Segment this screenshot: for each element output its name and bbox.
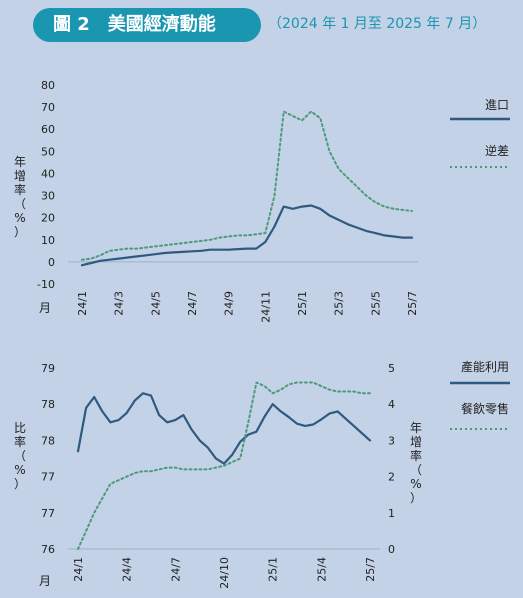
chart2-right-ytick-label: 1 xyxy=(388,507,395,520)
chart1-series-line xyxy=(81,110,413,261)
chart1-legend-label: 進口 xyxy=(485,98,509,112)
chart1-ytick-label: 10 xyxy=(41,234,55,247)
chart1-xtick-label: 24/9 xyxy=(223,291,236,316)
chart2-legend-label: 產能利用 xyxy=(461,359,509,374)
chart2-right-ytick-label: 0 xyxy=(388,543,395,556)
chart2-right-ytick-label: 4 xyxy=(388,398,395,411)
chart1-ytick-label: 0 xyxy=(48,256,55,269)
chart1-ytick-label: -10 xyxy=(37,278,55,291)
chart2-xtick-label: 25/4 xyxy=(315,557,328,582)
chart2-xtick-label: 25/7 xyxy=(364,557,377,582)
chart1-xaxis-label: 月 xyxy=(39,301,51,315)
chart2-left-ytick-label: 77 xyxy=(41,471,55,484)
chart2-right-ytick-label: 5 xyxy=(388,362,395,375)
chart2-left-ytick-label: 78 xyxy=(41,398,55,411)
chart1-legend-label: 逆差 xyxy=(485,143,509,158)
chart2-xtick-label: 24/4 xyxy=(121,557,134,582)
chart1-ytick-label: 70 xyxy=(41,101,55,114)
chart2-xtick-label: 25/1 xyxy=(267,557,280,582)
chart1-ytick-label: 20 xyxy=(41,212,55,225)
chart1-ytick-label: 60 xyxy=(41,123,55,136)
chart1-xtick-label: 25/5 xyxy=(369,291,382,316)
chart2-left-ytick-label: 79 xyxy=(41,362,55,375)
chart2-left-ytick-label: 77 xyxy=(41,507,55,520)
chart2-right-ytick-label: 3 xyxy=(388,434,395,447)
chart2-series-line xyxy=(76,392,372,465)
chart2-left-ytick-label: 78 xyxy=(41,434,55,447)
chart2-xaxis-label: 月 xyxy=(39,574,51,588)
chart1-xtick-label: 24/7 xyxy=(186,291,199,316)
chart2-xtick-label: 24/1 xyxy=(72,557,85,582)
chart1-xtick-label: 25/3 xyxy=(333,291,346,316)
figure-subtitle: （2024 年 1 月至 2025 年 7 月） xyxy=(268,16,487,32)
chart2-series-line xyxy=(77,381,371,550)
chart1-ytick-label: 50 xyxy=(41,145,55,158)
chart1-ytick-label: 30 xyxy=(41,190,55,203)
chart2-left-ytick-label: 76 xyxy=(41,543,55,556)
figure-title-banner: 圖 2 美國經濟動能 xyxy=(33,8,261,42)
chart2-right-yaxis-label: 年增率（%） xyxy=(410,421,422,505)
chart1-ytick-label: 40 xyxy=(41,167,55,180)
chart2-legend-label: 餐飲零售 xyxy=(461,401,509,416)
chart1-xtick-label: 25/1 xyxy=(296,291,309,316)
chart1-xtick-label: 24/1 xyxy=(76,291,89,316)
chart1-xtick-label: 25/7 xyxy=(406,291,419,316)
chart2-right-ytick-label: 2 xyxy=(388,471,395,484)
chart1-xtick-label: 24/5 xyxy=(149,291,162,316)
chart2-xtick-label: 24/7 xyxy=(169,557,182,582)
chart1-xtick-label: 24/11 xyxy=(259,291,272,323)
chart1-yaxis-label: 年增率（%） xyxy=(14,155,26,239)
chart1-ytick-label: 80 xyxy=(41,79,55,92)
chart1-xtick-label: 24/3 xyxy=(113,291,126,316)
chart1-series-line xyxy=(80,204,414,267)
chart2-xtick-label: 24/10 xyxy=(218,557,231,589)
chart2-left-yaxis-label: 比率（%） xyxy=(14,421,26,491)
figure-title: 圖 2 美國經濟動能 xyxy=(53,14,216,35)
